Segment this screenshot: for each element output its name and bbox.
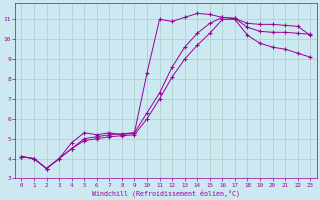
X-axis label: Windchill (Refroidissement éolien,°C): Windchill (Refroidissement éolien,°C) [92,189,240,197]
